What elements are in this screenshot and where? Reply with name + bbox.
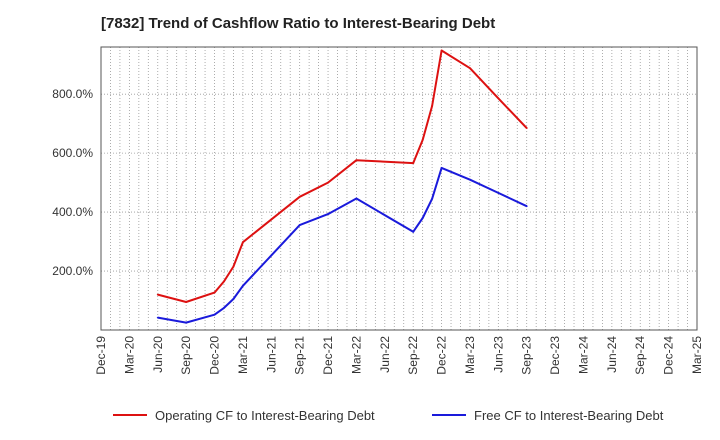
data-point [156,316,159,319]
x-tick-label: Sep-24 [633,336,647,375]
data-point [242,284,244,287]
x-tick-label: Jun-22 [378,336,392,373]
legend-label-operating-cf: Operating CF to Interest-Bearing Debt [155,407,375,423]
x-tick-label: Mar-25 [690,336,704,374]
data-point [421,138,424,141]
y-tick-label: 800.0% [52,87,93,101]
x-tick-label: Mar-23 [463,336,477,374]
x-tick-label: Mar-20 [122,336,136,374]
data-point [497,192,500,194]
x-tick-label: Mar-22 [349,336,363,374]
data-point [412,162,415,165]
x-tick-label: Sep-21 [293,336,307,375]
data-point [213,291,216,294]
data-point [298,224,301,226]
x-tick-label: Jun-24 [605,336,619,373]
data-point [327,213,329,216]
data-point [185,321,188,324]
data-point [431,197,434,200]
x-tick-label: Mar-24 [576,336,590,374]
data-point [232,298,235,300]
data-point [440,49,443,52]
plot-area-frame [100,46,698,331]
legend: Operating CF to Interest-Bearing Debt Fr… [0,405,720,425]
x-tick-label: Dec-21 [321,336,335,375]
x-axis-tick-labels: Dec-19 Mar-20 Jun-20 Sep-20 Dec-20 Mar-21 Jun-… [94,336,704,375]
data-point [412,230,415,233]
legend-swatch-operating-cf [113,414,147,416]
data-point [242,241,244,244]
data-point [156,293,159,296]
x-tick-label: Sep-23 [520,336,534,375]
data-point [497,97,500,100]
x-tick-label: Sep-22 [406,336,420,375]
data-point [431,105,434,107]
data-point [421,217,424,219]
x-tick-label: Dec-20 [208,336,222,375]
series-lines [156,49,528,324]
data-point [440,166,443,169]
data-point [213,313,216,316]
x-tick-label: Dec-24 [662,336,676,375]
data-point [232,265,235,268]
x-tick-label: Jun-21 [264,336,278,373]
data-point [469,67,471,70]
x-tick-label: Jun-20 [151,336,165,373]
x-tick-label: Sep-20 [179,336,193,375]
data-point [298,195,301,198]
x-tick-label: Jun-23 [491,336,505,373]
data-point [355,197,358,200]
data-point [469,178,471,181]
x-tick-label: Dec-22 [435,336,449,375]
legend-item-free-cf: Free CF to Interest-Bearing Debt [432,405,663,425]
legend-label-free-cf: Free CF to Interest-Bearing Debt [474,407,664,423]
legend-swatch-free-cf [432,414,466,416]
x-tick-label: Mar-21 [236,336,250,374]
y-axis-tick-labels: 200.0% 400.0% 600.0% 800.0% [52,87,93,278]
x-tick-label: Dec-23 [548,336,562,375]
data-point [185,301,188,303]
y-tick-label: 400.0% [52,205,93,219]
data-point [525,205,528,208]
data-point [355,159,358,162]
data-point [223,280,225,283]
y-tick-label: 200.0% [52,264,93,278]
legend-item-operating-cf: Operating CF to Interest-Bearing Debt [113,405,375,425]
grid [100,47,698,330]
y-tick-label: 600.0% [52,146,93,160]
series-line-1 [157,166,528,324]
chart-title: [7832] Trend of Cashflow Ratio to Intere… [101,15,496,32]
data-point [223,306,225,309]
data-point [525,127,528,129]
x-tick-label: Dec-19 [94,336,108,375]
series-line-0 [157,49,528,303]
data-point [327,181,329,184]
